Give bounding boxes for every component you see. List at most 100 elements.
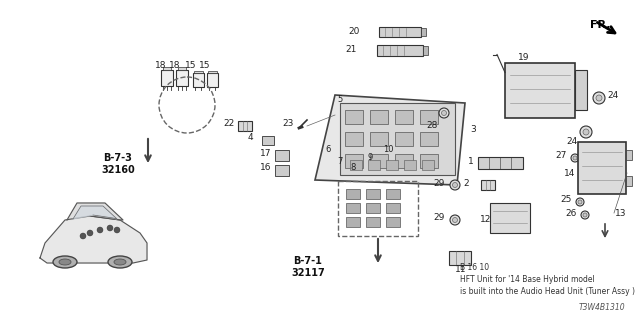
Text: B-7-1: B-7-1 — [294, 256, 323, 266]
Text: 10: 10 — [383, 146, 394, 155]
Circle shape — [576, 198, 584, 206]
Bar — [366, 188, 380, 198]
Ellipse shape — [59, 259, 71, 265]
Text: 32160: 32160 — [101, 165, 135, 175]
Circle shape — [450, 180, 460, 190]
Circle shape — [583, 213, 587, 217]
Text: 24: 24 — [607, 92, 618, 100]
Bar — [275, 164, 289, 175]
Circle shape — [452, 182, 458, 188]
Text: 26: 26 — [565, 209, 577, 218]
Bar — [626, 150, 632, 160]
Bar — [370, 154, 388, 168]
Polygon shape — [67, 203, 123, 220]
Bar — [420, 154, 438, 168]
Text: B 16 10
HFT Unit for '14 Base Hybrid model
is built into the Audio Head Unit (Tu: B 16 10 HFT Unit for '14 Base Hybrid mod… — [460, 263, 635, 296]
Bar — [386, 188, 400, 198]
Bar — [490, 203, 530, 233]
Bar — [575, 70, 587, 110]
Bar — [386, 217, 400, 227]
Text: 18: 18 — [156, 60, 167, 69]
Circle shape — [452, 218, 458, 222]
Bar — [345, 154, 363, 168]
Circle shape — [114, 227, 120, 233]
Polygon shape — [40, 216, 147, 263]
Bar — [346, 217, 360, 227]
Bar — [420, 110, 438, 124]
Bar — [338, 180, 418, 236]
Ellipse shape — [53, 256, 77, 268]
Bar — [207, 71, 216, 73]
Text: 32117: 32117 — [291, 268, 325, 278]
Text: 17: 17 — [260, 148, 271, 157]
Bar — [395, 110, 413, 124]
Bar — [420, 132, 438, 146]
Text: 3: 3 — [470, 125, 476, 134]
Bar — [350, 160, 362, 170]
Polygon shape — [73, 206, 117, 219]
Bar — [370, 110, 388, 124]
Text: 24: 24 — [566, 138, 577, 147]
Text: FR.: FR. — [590, 20, 611, 30]
Circle shape — [593, 92, 605, 104]
Circle shape — [573, 156, 577, 160]
Bar — [178, 67, 186, 70]
Text: 16: 16 — [260, 164, 271, 172]
Text: 6: 6 — [325, 146, 330, 155]
Bar — [368, 160, 380, 170]
Text: 12: 12 — [480, 215, 492, 225]
Circle shape — [107, 225, 113, 231]
Bar — [626, 176, 632, 186]
Bar — [163, 67, 171, 70]
Text: 29: 29 — [433, 213, 444, 222]
Bar — [207, 73, 218, 87]
Bar — [346, 188, 360, 198]
Text: 23: 23 — [282, 118, 293, 127]
Bar — [578, 142, 626, 194]
Text: 4: 4 — [248, 133, 253, 142]
Text: 14: 14 — [564, 169, 575, 178]
Circle shape — [578, 200, 582, 204]
Text: 8: 8 — [350, 163, 355, 172]
Text: 18: 18 — [169, 60, 180, 69]
Circle shape — [87, 230, 93, 236]
Bar — [423, 45, 428, 54]
Circle shape — [580, 126, 592, 138]
Bar — [345, 132, 363, 146]
Text: 9: 9 — [367, 153, 372, 162]
Bar — [366, 203, 380, 212]
Bar — [449, 251, 471, 265]
Bar — [238, 121, 252, 131]
Text: 15: 15 — [199, 60, 211, 69]
Bar — [377, 44, 423, 55]
Text: 27: 27 — [555, 151, 566, 161]
Text: 2: 2 — [463, 179, 468, 188]
Bar — [395, 132, 413, 146]
Text: 7: 7 — [337, 156, 342, 165]
Bar — [193, 71, 202, 73]
Bar — [477, 157, 522, 169]
Polygon shape — [315, 95, 465, 185]
Text: 20: 20 — [348, 28, 360, 36]
Bar — [421, 28, 426, 36]
Text: 28: 28 — [426, 121, 437, 130]
Circle shape — [571, 154, 579, 162]
Bar — [370, 132, 388, 146]
Text: 19: 19 — [518, 53, 529, 62]
Circle shape — [581, 211, 589, 219]
Bar — [275, 149, 289, 161]
Bar — [481, 180, 495, 190]
Circle shape — [583, 129, 589, 135]
Text: 11: 11 — [455, 266, 467, 275]
Text: T3W4B1310: T3W4B1310 — [579, 303, 625, 312]
Bar — [340, 103, 455, 175]
Circle shape — [439, 108, 449, 118]
Bar — [379, 27, 421, 37]
Circle shape — [450, 215, 460, 225]
Circle shape — [596, 95, 602, 101]
Bar — [262, 135, 274, 145]
Bar — [422, 160, 434, 170]
Text: 5: 5 — [337, 95, 342, 105]
Circle shape — [80, 233, 86, 239]
Text: B-7-3: B-7-3 — [104, 153, 132, 163]
